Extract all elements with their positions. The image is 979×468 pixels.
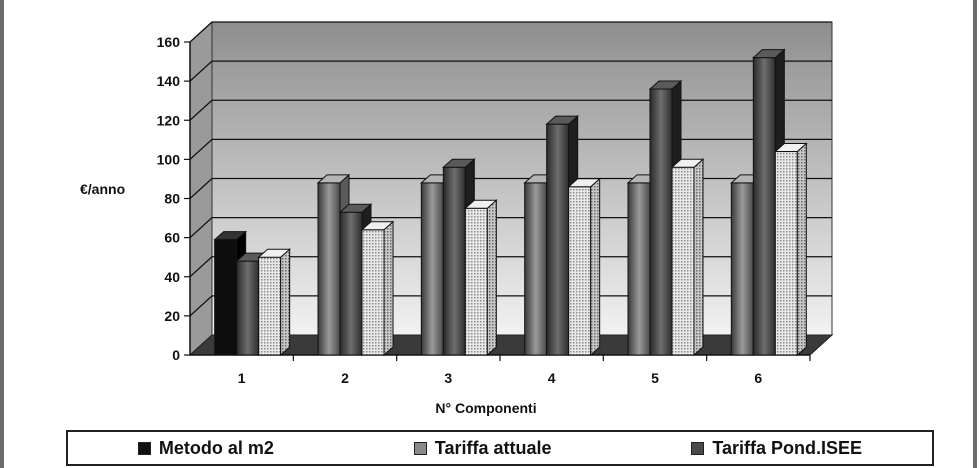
bar-top <box>648 80 683 90</box>
y-tick-label: 60 <box>164 230 180 246</box>
bar-top <box>360 221 395 231</box>
gridline-side <box>189 99 213 121</box>
bar-top <box>774 143 808 153</box>
x-axis-title: N° Componenti <box>435 400 536 416</box>
bar-front <box>568 186 592 356</box>
gridline-side <box>189 217 213 239</box>
gridline-side <box>189 138 213 160</box>
bar-front <box>420 182 444 356</box>
bar-side <box>486 199 497 357</box>
bar-front <box>214 239 238 356</box>
bar-top <box>338 203 373 213</box>
y-tick-label: 120 <box>157 112 181 128</box>
x-tick-label: 5 <box>651 370 659 386</box>
right-border <box>973 0 977 468</box>
legend-item: Tariffa attuale <box>413 437 552 459</box>
gridline-side <box>189 21 213 43</box>
bar-tariffa-pond-isee-2 <box>360 220 395 357</box>
y-tick-label: 140 <box>157 73 181 89</box>
bar-front <box>236 260 260 356</box>
x-tick-label: 4 <box>548 370 556 386</box>
y-tick-label: 160 <box>157 34 181 50</box>
bar-tariffa-pond-isee-1 <box>257 248 291 357</box>
legend-label: Metodo al m2 <box>158 437 274 458</box>
gridlines <box>189 21 832 317</box>
y-tick-label: 80 <box>164 191 180 207</box>
y-tick-label: 0 <box>172 347 180 363</box>
bar-front <box>774 151 798 356</box>
bar-chart: 0 20 40 60 80 100 120 140 160 1 2 3 4 5 6 €/anno N° Co… <box>80 20 834 416</box>
gridline-side <box>189 256 213 278</box>
bar-front <box>464 207 488 356</box>
bar-front <box>339 211 363 356</box>
bar-side <box>280 248 291 357</box>
gridline-side <box>189 60 213 82</box>
legend-swatch-tariffa-isee <box>691 441 705 455</box>
bar-side <box>796 142 807 357</box>
legend-swatch-tariffa-attuale <box>413 441 427 455</box>
bar-top <box>464 199 498 209</box>
bar-front <box>361 229 385 356</box>
bar-top <box>752 49 786 59</box>
bar-front <box>546 123 570 356</box>
legend-item: Tariffa Pond.ISEE <box>691 438 862 459</box>
y-axis-title: €/anno <box>80 181 125 197</box>
bar-tariffa-pond-isee-4 <box>567 177 601 357</box>
y-tick-label: 20 <box>164 308 180 324</box>
bar-front <box>524 182 548 356</box>
bar-side <box>383 220 394 357</box>
y-tick-label: 100 <box>157 151 181 167</box>
bar-top <box>213 231 247 241</box>
y-tick-label: 40 <box>164 269 180 285</box>
x-tick-label: 1 <box>238 370 246 386</box>
gridline-side <box>189 295 213 317</box>
gridline-side <box>189 178 213 199</box>
bar-top <box>316 174 351 184</box>
axes <box>184 41 811 361</box>
bar-front <box>649 88 673 356</box>
bar-top <box>442 158 476 168</box>
left-border <box>0 0 4 468</box>
bar-tariffa-pond-isee-5 <box>670 158 705 357</box>
tick-labels: 0 20 40 60 80 100 120 140 160 1 2 3 4 5 6 <box>157 34 763 386</box>
bar-front <box>627 182 651 356</box>
x-tick-label: 3 <box>444 370 452 386</box>
legend-swatch-metodo <box>137 441 151 455</box>
legend-label: Tariffa attuale <box>434 437 552 458</box>
bar-top <box>545 115 579 125</box>
bar-top <box>257 248 291 258</box>
bar-side <box>590 177 601 357</box>
legend: Metodo al m2 Tariffa attuale Tariffa Pon… <box>66 430 934 466</box>
x-tick-label: 2 <box>341 370 349 386</box>
bar-front <box>442 166 466 356</box>
legend-label: Tariffa Pond.ISEE <box>712 437 863 458</box>
bar-front <box>671 166 695 356</box>
bar-top <box>567 178 601 188</box>
bar-top <box>670 158 705 168</box>
bars <box>213 48 808 357</box>
bar-front <box>258 256 282 356</box>
bar-side <box>693 158 704 357</box>
bar-front <box>317 182 341 356</box>
bar-tariffa-pond-isee-3 <box>464 199 498 357</box>
legend-item: Metodo al m2 <box>137 437 274 459</box>
bar-front <box>752 57 776 356</box>
bar-tariffa-pond-isee-6 <box>774 142 808 357</box>
x-tick-label: 6 <box>754 370 762 386</box>
bar-front <box>730 182 754 356</box>
